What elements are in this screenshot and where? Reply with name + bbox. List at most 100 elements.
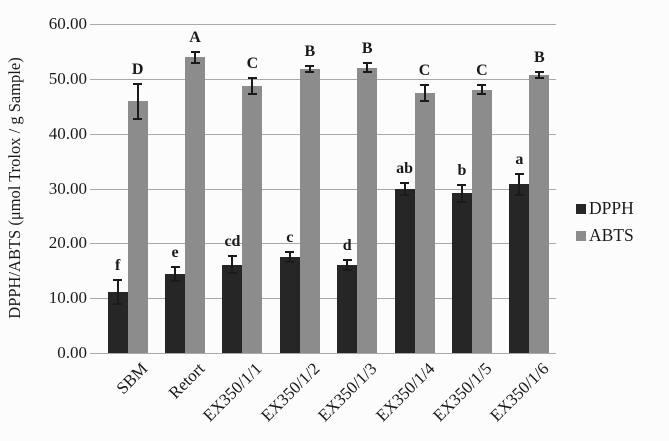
legend-label-abts: ABTS [589,225,634,245]
sig-letter-dpph: a [515,150,524,168]
bar-dpph [451,193,472,353]
error-bar [116,279,119,304]
error-bar [174,267,177,281]
gridline [97,298,556,300]
bar-abts [471,89,492,353]
sig-letter-dpph: d [342,237,352,255]
legend-item-abts: ABTS [576,222,634,249]
sig-letter-abts: B [533,49,545,67]
error-cap-bottom [477,93,487,96]
error-bar [288,252,291,262]
sig-letter-dpph: f [115,256,121,274]
sig-letter-abts: C [246,54,259,72]
y-tick-label: 50.00 [48,68,87,88]
y-tick-mark [90,24,97,25]
error-cap-bottom [133,117,143,120]
y-tick-label: 20.00 [48,233,87,253]
error-cap-top [342,259,352,262]
error-cap-bottom [227,271,237,274]
error-bar [460,185,463,202]
gridline [97,24,556,25]
error-cap-top [457,184,467,187]
x-tick-label: SBM [112,359,152,398]
x-tick-label: EX350/1/6 [486,359,553,426]
sig-letter-dpph: b [457,162,467,180]
legend-label-dpph: DPPH [589,198,634,218]
bar-dpph [509,184,530,353]
error-cap-top [420,83,430,86]
x-tick-label: Retort [165,359,209,403]
y-tick-label: 30.00 [48,178,87,198]
error-cap-top [170,266,180,269]
legend-swatch-abts [576,230,586,241]
gridline [97,188,556,190]
bar-dpph [107,291,128,353]
error-cap-bottom [342,269,352,272]
sig-letter-dpph: ab [396,160,414,178]
bar-abts [299,68,320,353]
sig-letter-abts: B [361,40,373,58]
x-tick-label: EX350/1/1 [199,359,266,426]
sig-letter-dpph: e [171,244,179,262]
error-cap-top [113,278,123,281]
bar-abts [357,67,378,353]
error-cap-bottom [285,260,295,263]
sig-letter-abts: C [418,61,431,79]
bar-dpph [279,257,300,353]
bar-dpph [222,264,243,353]
error-cap-bottom [190,61,200,64]
error-cap-bottom [457,200,467,203]
y-tick-mark [90,78,97,80]
y-tick-mark [90,133,97,135]
legend-swatch-dpph [576,203,586,214]
x-tick-label: EX350/1/4 [371,359,438,426]
bar-dpph [337,265,358,353]
bar-abts [529,74,550,353]
bar-abts [185,57,206,353]
sig-letter-dpph: cd [224,233,241,251]
error-bar [136,83,139,119]
error-cap-top [285,251,295,254]
sig-letter-abts: D [131,60,144,78]
bar-abts [242,85,263,353]
error-cap-top [227,255,237,258]
gridline [97,353,556,354]
error-cap-bottom [420,100,430,103]
y-tick-label: 10.00 [48,288,87,308]
error-cap-top [247,76,257,79]
bar-dpph [394,189,415,353]
error-bar [480,85,483,95]
error-cap-top [477,84,487,87]
legend-item-dpph: DPPH [576,195,634,222]
error-cap-top [514,172,524,175]
bar-dpph [165,274,186,353]
gridline [97,78,556,80]
bar-abts [127,101,148,353]
error-bar [423,84,426,102]
error-cap-bottom [113,302,123,305]
y-tick-mark [90,353,97,354]
error-cap-top [400,182,410,185]
error-bar [251,77,254,95]
error-cap-bottom [305,71,315,74]
error-bar [366,63,369,73]
sig-letter-dpph: c [286,229,294,247]
error-bar [346,260,349,271]
x-tick-label: EX350/1/3 [314,359,381,426]
error-cap-bottom [534,76,544,79]
sig-letter-abts: C [476,62,488,80]
error-cap-bottom [362,71,372,74]
error-bar [308,65,311,73]
sig-letter-abts: A [189,28,201,46]
y-tick-label: 60.00 [48,14,87,33]
error-cap-bottom [400,194,410,197]
x-tick-label: EX350/1/2 [257,359,324,426]
gridline [97,133,556,135]
legend: DPPH ABTS [576,195,634,249]
sig-letter-abts: B [304,42,316,60]
y-tick-mark [90,188,97,190]
y-tick-mark [90,243,97,245]
error-cap-top [362,62,372,65]
